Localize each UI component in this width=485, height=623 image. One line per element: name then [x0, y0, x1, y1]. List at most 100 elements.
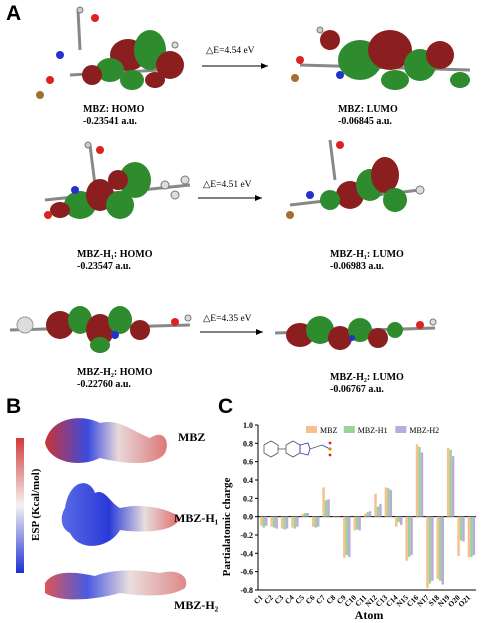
y-tick-label: 0.2	[243, 494, 253, 503]
y-tick-label: 0.4	[243, 476, 253, 485]
bar	[332, 516, 336, 518]
bar	[451, 456, 455, 517]
chart-x-label: Atom	[355, 608, 384, 622]
esp-label-mbz-h1: MBZ-H₁	[174, 511, 219, 525]
bar	[420, 452, 424, 517]
bar	[337, 516, 341, 518]
esp-label-mbz-h2: MBZ-H₂	[174, 598, 219, 612]
homo-name: MBZ-H₁: HOMO	[77, 249, 153, 260]
gap-row1: △E=4.54 eV	[206, 46, 255, 56]
bar	[366, 512, 369, 517]
legend-swatch	[306, 426, 317, 433]
esp-label-mbz: MBZ	[178, 430, 206, 444]
bar	[280, 516, 284, 529]
legend-label: MBZ-H2	[409, 426, 439, 435]
bar	[306, 513, 310, 517]
panel-label-b: B	[6, 395, 22, 418]
homo-energy: -0.23547 a.u.	[77, 261, 131, 272]
lumo-caption-row2: MBZ-H₁: LUMO -0.06983 a.u.	[330, 249, 404, 273]
bar	[355, 516, 359, 530]
bar	[436, 516, 440, 579]
bar	[376, 506, 380, 517]
bar	[285, 516, 289, 529]
bar	[324, 500, 328, 517]
bar	[459, 516, 463, 541]
lumo-caption-row1: MBZ: LUMO -0.06845 a.u.	[338, 104, 398, 128]
legend-label: MBZ	[320, 426, 337, 435]
bar	[301, 513, 305, 517]
mbz-lumo-orbital-image	[291, 26, 471, 90]
y-tick-label: 0.6	[243, 458, 253, 467]
panel-label-a: A	[6, 2, 22, 25]
homo-name: MBZ: HOMO	[83, 104, 145, 115]
bar	[374, 493, 377, 517]
bar	[415, 444, 419, 517]
mbz-h2-lumo-orbital-image	[274, 316, 437, 350]
mbz-h1-esp-surface	[61, 483, 180, 546]
y-tick-label: -0.6	[240, 568, 253, 577]
bar	[291, 516, 294, 528]
esp-colorbar	[16, 438, 24, 573]
esp-surfaces	[45, 418, 187, 600]
bar	[472, 516, 476, 556]
legend-swatch	[395, 426, 407, 433]
bar	[418, 447, 421, 517]
bar	[345, 516, 349, 556]
bar	[348, 516, 351, 557]
bar	[343, 516, 346, 558]
y-tick-label: -0.8	[240, 586, 253, 595]
bar	[428, 516, 432, 584]
bar	[457, 516, 460, 557]
bar	[431, 516, 434, 581]
mbz-h1-lumo-orbital-image	[286, 139, 425, 219]
bar	[262, 516, 266, 528]
orbital-figure	[9, 6, 471, 353]
bar	[384, 487, 388, 517]
bar	[379, 503, 382, 517]
lumo-energy: -0.06983 a.u.	[330, 261, 384, 272]
lumo-caption-row3: MBZ-H₂: LUMO -0.06767 a.u.	[330, 372, 404, 396]
bar	[283, 516, 286, 530]
mbz-esp-surface	[45, 418, 167, 463]
y-tick-label: -0.4	[240, 549, 253, 558]
legend-label: MBZ-H1	[358, 426, 388, 435]
bar	[387, 488, 390, 517]
bar	[446, 447, 450, 517]
bar	[304, 513, 307, 517]
bar	[272, 516, 276, 528]
bar	[467, 516, 471, 557]
bar	[363, 513, 367, 517]
homo-energy: -0.22760 a.u.	[77, 379, 131, 390]
legend-swatch	[343, 426, 355, 433]
bar	[353, 516, 356, 531]
bar	[441, 516, 444, 585]
bar	[368, 511, 372, 517]
bar	[316, 516, 320, 527]
homo-caption-row3: MBZ-H₂: HOMO -0.22760 a.u.	[77, 367, 153, 391]
panel-label-c: C	[218, 395, 234, 418]
y-tick-label: 1.0	[243, 421, 253, 430]
lumo-energy: -0.06767 a.u.	[330, 384, 384, 395]
gap-row2: △E=4.51 eV	[203, 180, 252, 190]
partial-charge-chart: Partialatomic charge Atom 1.0 0.8 0.6 0.4 0.…	[221, 421, 476, 622]
bar	[314, 516, 317, 528]
lumo-name: MBZ: LUMO	[338, 104, 398, 115]
mbz-h2-homo-orbital-image	[9, 306, 192, 353]
bar	[439, 516, 442, 581]
x-tick-label: O21	[456, 593, 472, 609]
bar	[335, 516, 338, 518]
bar	[470, 516, 473, 557]
bar	[405, 516, 408, 561]
bar	[399, 516, 403, 525]
bar	[322, 487, 325, 517]
bar	[260, 516, 263, 526]
y-tick-label: 0.8	[243, 439, 253, 448]
gap-row3: △E=4.35 eV	[203, 314, 252, 324]
homo-caption-row1: MBZ: HOMO -0.23541 a.u.	[83, 104, 144, 128]
mbz-h1-homo-orbital-image	[44, 141, 191, 219]
molecule-inset	[263, 440, 332, 458]
bar	[407, 516, 411, 557]
bar	[327, 499, 330, 517]
homo-name: MBZ-H₂: HOMO	[77, 367, 153, 378]
bar	[275, 516, 278, 529]
